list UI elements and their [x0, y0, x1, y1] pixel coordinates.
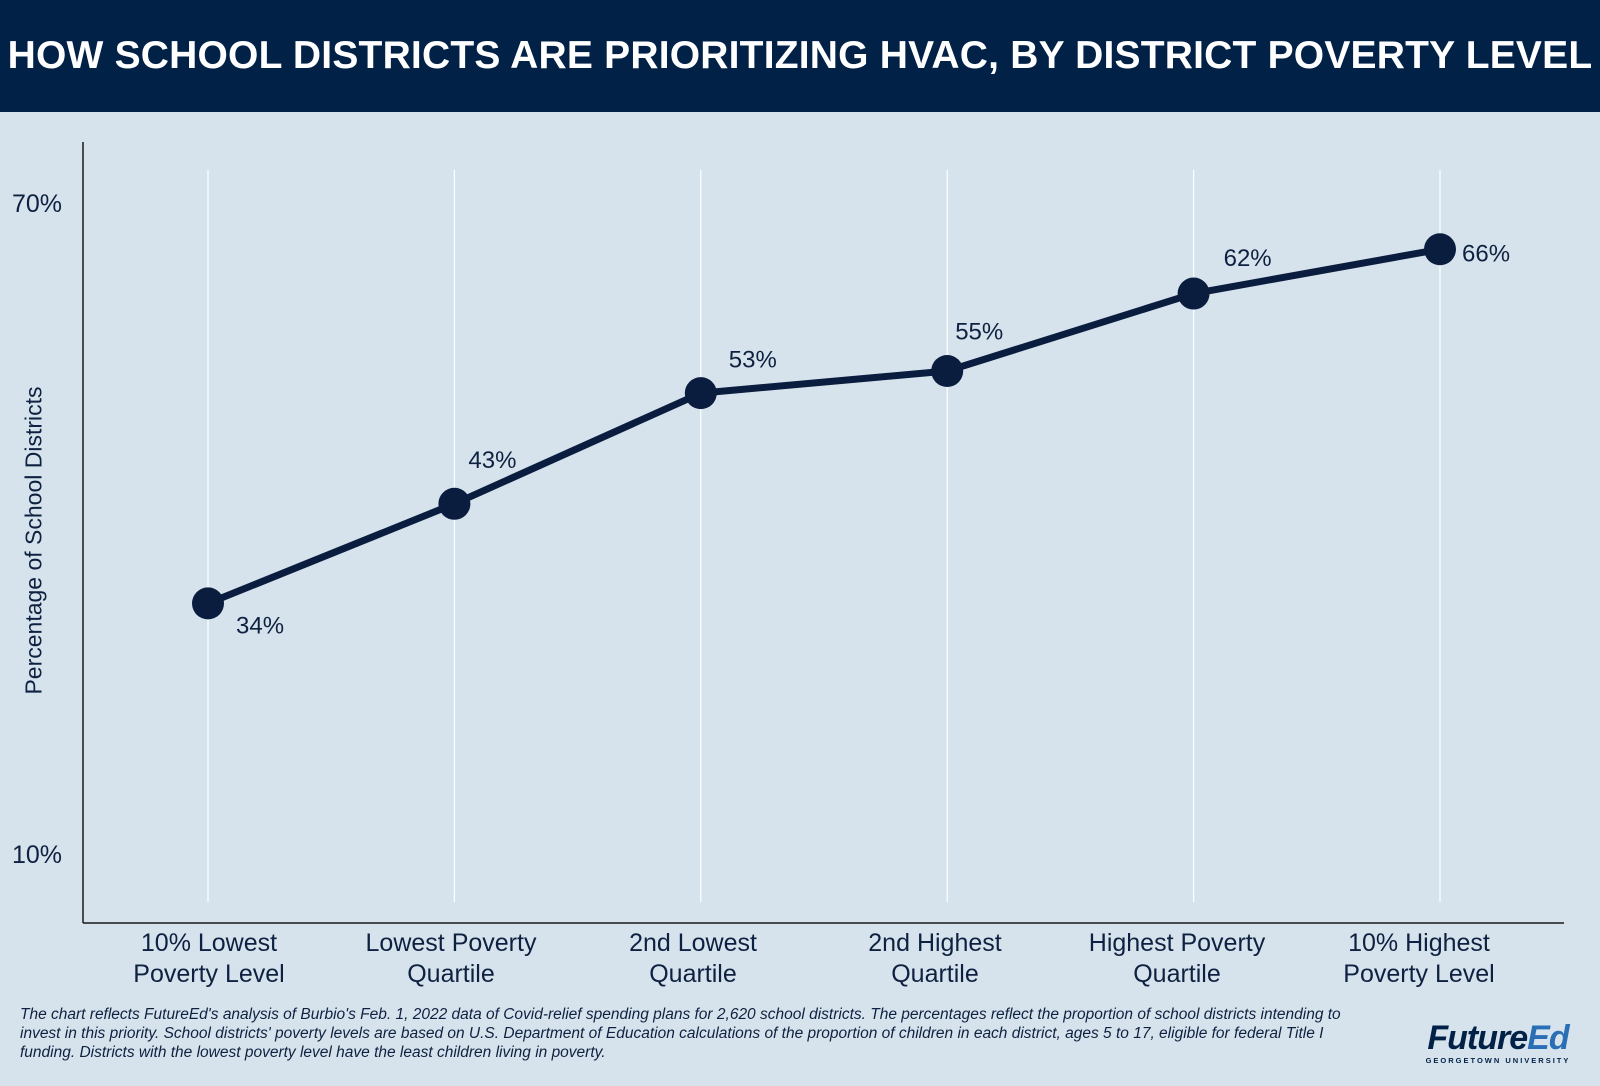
x-category-label: 10% Lowest Poverty Level	[133, 929, 285, 988]
title-banner: HOW SCHOOL DISTRICTS ARE PRIORITIZING HV…	[0, 0, 1600, 112]
data-label: 53%	[729, 346, 777, 373]
x-category-label: 2nd Highest Quartile	[868, 929, 1002, 988]
x-category-label: 2nd Lowest Quartile	[629, 929, 757, 988]
y-axis-label-container: Percentage of School Districts	[16, 360, 52, 720]
data-label: 66%	[1462, 241, 1510, 268]
data-point	[192, 587, 224, 620]
page-title: HOW SCHOOL DISTRICTS ARE PRIORITIZING HV…	[7, 34, 1593, 77]
x-category-label: Lowest Poverty Quartile	[365, 929, 537, 988]
x-category-label: 10% Highest Poverty Level	[1343, 929, 1495, 988]
data-point	[438, 487, 471, 520]
logo-subtitle: GEORGETOWN UNIVERSITY	[1425, 1056, 1571, 1065]
data-point	[1424, 233, 1456, 266]
y-tick-label-bottom: 10%	[12, 841, 63, 869]
logo-wordmark: FutureEd	[1427, 1019, 1569, 1057]
data-point	[1177, 277, 1210, 310]
data-label: 55%	[955, 318, 1003, 345]
line-chart: 34% 43% 53% 55% 62% 66%	[82, 142, 1564, 924]
data-label: 62%	[1224, 245, 1272, 272]
y-axis-label: Percentage of School Districts	[20, 385, 47, 695]
footnote: The chart reflects FutureEd's analysis o…	[20, 1006, 1341, 1061]
y-tick-label-top: 70%	[12, 190, 63, 218]
data-point	[684, 377, 717, 410]
data-point	[931, 355, 964, 387]
series-line	[204, 245, 1444, 607]
x-category-label: Highest Poverty Quartile	[1088, 929, 1266, 988]
data-label: 43%	[468, 447, 516, 474]
futureed-logo: FutureEd GEORGETOWN UNIVERSITY	[1418, 1020, 1578, 1065]
data-label: 34%	[236, 613, 284, 640]
